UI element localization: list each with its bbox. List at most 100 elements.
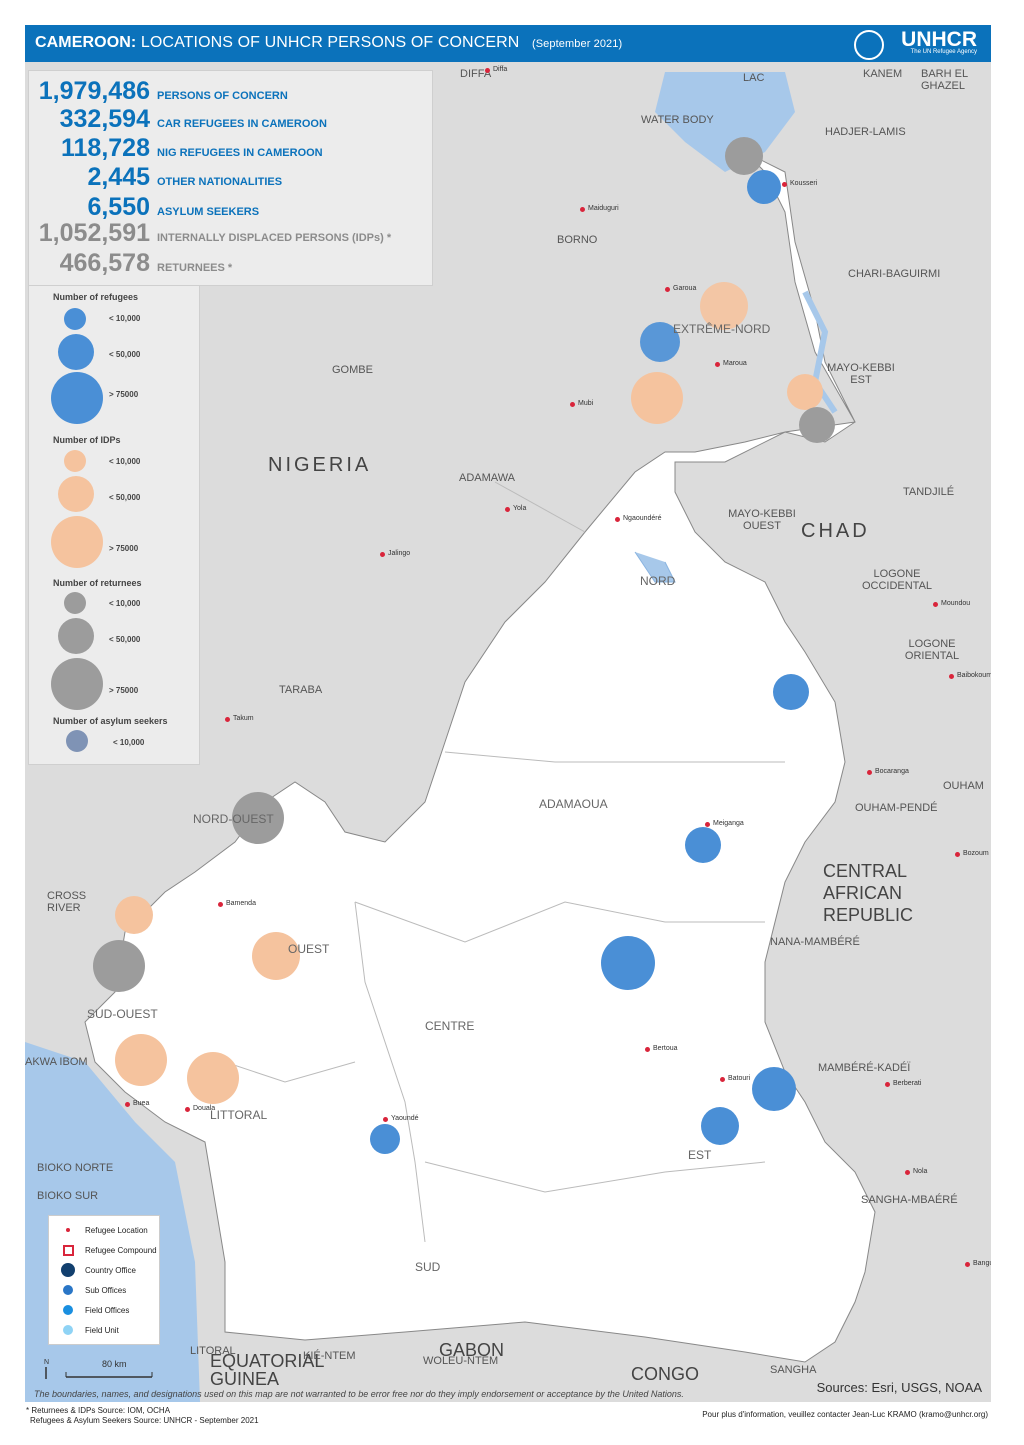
town-marker[interactable] xyxy=(720,1077,725,1082)
town-marker[interactable] xyxy=(185,1107,190,1112)
region-label-ouham: OUHAM xyxy=(943,780,984,792)
town-label: Buea xyxy=(133,1100,150,1107)
idp-circle-moungo[interactable] xyxy=(187,1052,239,1104)
location-legend-row: Refugee Compound xyxy=(57,1244,157,1258)
refugee-circle-kadey[interactable] xyxy=(752,1067,796,1111)
town-marker[interactable] xyxy=(705,822,710,827)
town-marker[interactable] xyxy=(580,207,585,212)
refugee-circle-yaounde[interactable] xyxy=(370,1124,400,1154)
legend-asylum-title: Number of asylum seekers xyxy=(53,716,168,726)
logone-river xyxy=(802,290,838,414)
idp-circle-manyu[interactable] xyxy=(115,896,153,934)
town-label: Diffa xyxy=(493,66,508,73)
town-label: Bocaranga xyxy=(875,768,909,775)
legend-asylum-small xyxy=(66,730,88,752)
town-marker[interactable] xyxy=(905,1170,910,1175)
returnee-circle-nord-ouest[interactable] xyxy=(232,792,284,844)
town-marker[interactable] xyxy=(218,902,223,907)
town-marker[interactable] xyxy=(949,674,954,679)
legend-asylum-small-label: < 10,000 xyxy=(113,738,145,747)
region-label-mayo-kebbi-est: MAYO-KEBBI EST xyxy=(827,362,895,386)
stat-label: NIG REFUGEES IN CAMEROON xyxy=(157,147,323,159)
town-marker[interactable] xyxy=(505,507,510,512)
town-label: Douala xyxy=(193,1105,216,1112)
field-office-icon xyxy=(63,1305,73,1315)
returnee-circle-manyu[interactable] xyxy=(93,940,145,992)
location-legend-label: Refugee Location xyxy=(85,1226,148,1235)
region-label-logone-occidental: LOGONE OCCIDENTAL xyxy=(861,568,933,592)
label-water-body: WATER BODY xyxy=(641,114,714,126)
town-marker[interactable] xyxy=(645,1047,650,1052)
idp-circle-diamare[interactable] xyxy=(631,372,683,424)
refugee-circle-lom-et-djerem[interactable] xyxy=(601,936,655,990)
footnote-refugees: Refugees & Asylum Seekers Source: UNHCR … xyxy=(30,1416,259,1425)
town-marker[interactable] xyxy=(485,68,490,73)
legend-idp-mid xyxy=(58,476,94,512)
country-label-chad: CHAD xyxy=(801,520,870,542)
region-label-logone-oriental: LOGONE ORIENTAL xyxy=(904,638,960,662)
region-label-adamaoua: ADAMAOUA xyxy=(539,797,608,811)
town-marker[interactable] xyxy=(933,602,938,607)
idp-circle-mayo-danay[interactable] xyxy=(787,374,823,410)
town-marker[interactable] xyxy=(715,362,720,367)
contact-info[interactable]: Pour plus d'information, veuillez contac… xyxy=(702,1410,988,1419)
refugee-circle-minawao[interactable] xyxy=(640,322,680,362)
town-marker[interactable] xyxy=(965,1262,970,1267)
region-label-cross-river: CROSS RIVER xyxy=(47,890,87,914)
town-marker[interactable] xyxy=(867,770,872,775)
region-label-litoral: LITORAL xyxy=(190,1345,236,1357)
town-marker[interactable] xyxy=(125,1102,130,1107)
refugee-circle-kousseri[interactable] xyxy=(747,170,781,204)
stat-label: PERSONS OF CONCERN xyxy=(157,90,288,102)
legend-refugee-large xyxy=(51,372,103,424)
stat-row: 2,445 OTHER NATIONALITIES xyxy=(29,163,432,191)
town-label: Mubi xyxy=(578,400,594,407)
country-office-icon xyxy=(61,1263,75,1277)
idp-circle-meme[interactable] xyxy=(115,1034,167,1086)
refugee-circle-touboro[interactable] xyxy=(773,674,809,710)
location-legend-row: Field Unit xyxy=(57,1324,157,1338)
stat-value: 2,445 xyxy=(87,163,150,191)
town-marker[interactable] xyxy=(955,852,960,857)
town-marker[interactable] xyxy=(615,517,620,522)
map-sources: Sources: Esri, USGS, NOAA xyxy=(816,1380,982,1395)
stat-label: OTHER NATIONALITIES xyxy=(157,176,283,188)
refugee-location-icon xyxy=(66,1228,70,1232)
stat-label: ASYLUM SEEKERS xyxy=(157,206,260,218)
footnote-returnees: * Returnees & IDPs Source: IOM, OCHA xyxy=(26,1406,171,1415)
region-label-sud: SUD xyxy=(415,1260,441,1274)
town-label: Bamenda xyxy=(226,900,256,907)
legend-idps-title: Number of IDPs xyxy=(53,435,121,445)
idp-circle-mayo-sava[interactable] xyxy=(700,282,748,330)
returnee-circle-kaele[interactable] xyxy=(799,407,835,443)
location-legend-label: Refugee Compound xyxy=(85,1246,157,1255)
refugee-circle-batouri[interactable] xyxy=(701,1107,739,1145)
town-marker[interactable] xyxy=(885,1082,890,1087)
town-marker[interactable] xyxy=(782,182,787,187)
stat-row: 6,550 ASYLUM SEEKERS xyxy=(29,193,432,221)
town-marker[interactable] xyxy=(380,552,385,557)
refugee-circle-meiganga[interactable] xyxy=(685,827,721,863)
map-title: CAMEROON: LOCATIONS OF UNHCR PERSONS OF … xyxy=(35,34,623,51)
stat-label: CAR REFUGEES IN CAMEROON xyxy=(157,118,327,130)
location-legend-row: Sub Offices xyxy=(57,1284,157,1298)
town-label: Moundou xyxy=(941,600,971,607)
returnee-circle-logone[interactable] xyxy=(725,137,763,175)
stat-row: 466,578 RETURNEES * xyxy=(29,249,432,277)
town-marker[interactable] xyxy=(570,402,575,407)
legend-refugees-title: Number of refugees xyxy=(53,292,139,302)
location-legend: Refugee Location Refugee Compound Country … xyxy=(48,1215,160,1345)
town-marker[interactable] xyxy=(225,717,230,722)
stat-row: 1,979,486 PERSONS OF CONCERN xyxy=(29,77,432,105)
unhcr-logo: UNHCR xyxy=(901,28,977,51)
region-label-extreme-nord: EXTRÊME-NORD xyxy=(673,322,771,336)
legend-refugee-large-label: > 75000 xyxy=(109,390,139,399)
town-label: Meiganga xyxy=(713,820,744,827)
legend-idp-large xyxy=(51,516,103,568)
region-label-kanem: KANEM xyxy=(863,68,903,80)
idp-circle-menoua[interactable] xyxy=(252,932,300,980)
stat-value: 332,594 xyxy=(59,105,150,133)
town-marker[interactable] xyxy=(383,1117,388,1122)
town-marker[interactable] xyxy=(665,287,670,292)
region-label-ouham-pende: OUHAM-PENDÉ xyxy=(855,802,938,814)
